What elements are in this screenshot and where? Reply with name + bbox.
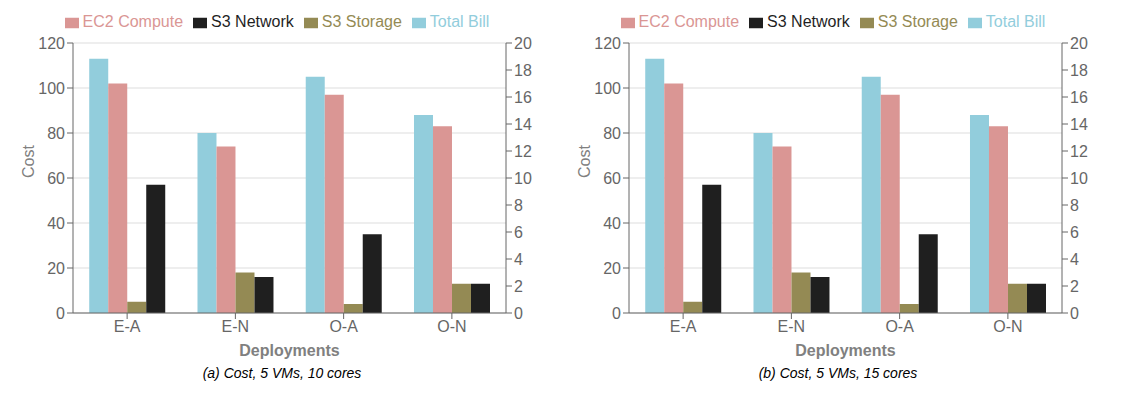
svg-text:18: 18 [514,62,532,79]
svg-text:6: 6 [1070,224,1079,241]
html-text:EC2 Compute: EC2 Compute [638,13,740,30]
svg-text:Cost: Cost [20,145,37,178]
svg-text:100: 100 [38,80,65,97]
svg-text:0: 0 [514,305,523,322]
html-text:Total Bill: Total Bill [429,13,490,30]
svg-text:0: 0 [56,305,65,322]
svg-text:10: 10 [1070,170,1088,187]
svg-text:0: 0 [612,305,621,322]
svg-text:Deployments: Deployments [239,342,340,359]
svg-text:80: 80 [603,125,621,142]
svg-text:20: 20 [1070,35,1088,52]
svg-text:10: 10 [514,170,532,187]
html-text:S3 Storage: S3 Storage [321,13,402,30]
svg-text:0: 0 [1070,305,1079,322]
svg-text:2: 2 [514,278,523,295]
svg-text:O-N: O-N [993,318,1022,335]
svg-text:40: 40 [47,215,65,232]
svg-text:18: 18 [1070,62,1088,79]
svg-text:20: 20 [47,260,65,277]
svg-text:8: 8 [514,197,523,214]
svg-text:12: 12 [1070,143,1088,160]
html-text:EC2 Compute: EC2 Compute [82,13,184,30]
svg-text:6: 6 [514,224,523,241]
svg-text:12: 12 [514,143,532,160]
svg-text:E-A: E-A [114,318,141,335]
svg-text:20: 20 [603,260,621,277]
svg-text:16: 16 [1070,89,1088,106]
html-text:(b) Cost, 5 VMs, 15 cores: (b) Cost, 5 VMs, 15 cores [758,365,918,381]
svg-text:O-A: O-A [329,318,358,335]
svg-text:80: 80 [47,125,65,142]
svg-text:E-N: E-N [222,318,250,335]
svg-text:E-A: E-A [670,318,697,335]
html-text:S3 Network: S3 Network [211,13,294,30]
svg-text:14: 14 [514,116,532,133]
svg-text:16: 16 [514,89,532,106]
svg-text:120: 120 [38,35,65,52]
svg-text:Deployments: Deployments [795,342,896,359]
svg-text:Cost: Cost [576,145,593,178]
svg-text:O-N: O-N [437,318,466,335]
svg-text:60: 60 [603,170,621,187]
svg-text:14: 14 [1070,116,1088,133]
svg-text:4: 4 [514,251,523,268]
svg-text:20: 20 [514,35,532,52]
svg-text:O-A: O-A [885,318,914,335]
svg-text:120: 120 [594,35,621,52]
svg-text:2: 2 [1070,278,1079,295]
html-text:Total Bill: Total Bill [985,13,1046,30]
html-text:S3 Storage: S3 Storage [877,13,958,30]
svg-text:40: 40 [603,215,621,232]
html-text:(a) Cost, 5 VMs, 10 cores: (a) Cost, 5 VMs, 10 cores [202,365,362,381]
svg-text:60: 60 [47,170,65,187]
svg-text:E-N: E-N [778,318,806,335]
svg-text:100: 100 [594,80,621,97]
svg-text:8: 8 [1070,197,1079,214]
html-text:S3 Network: S3 Network [767,13,850,30]
svg-text:4: 4 [1070,251,1079,268]
